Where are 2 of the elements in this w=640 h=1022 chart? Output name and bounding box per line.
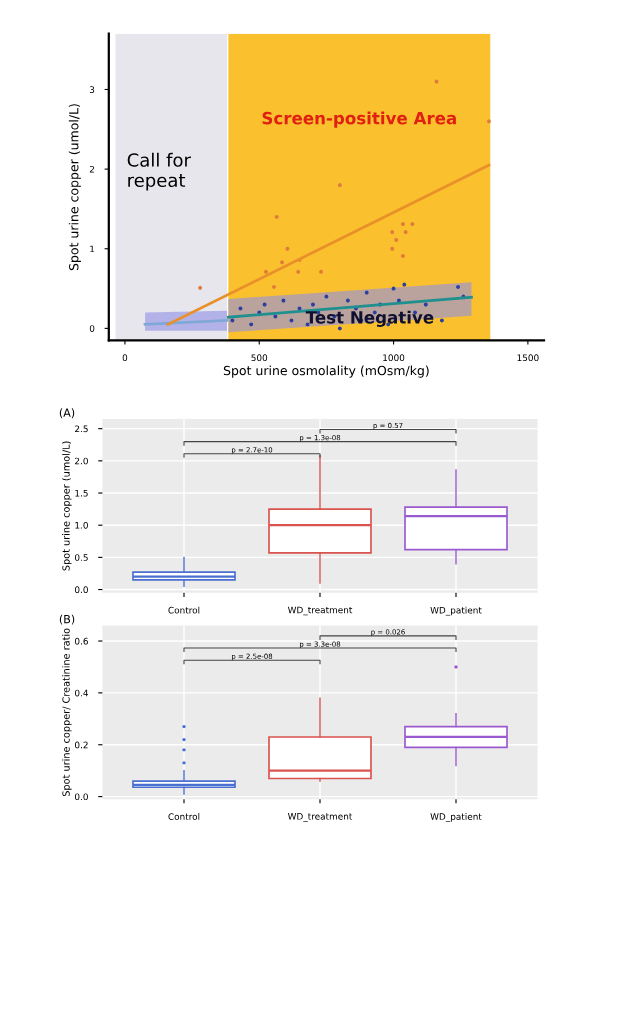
band-label: Call for repeat: [127, 152, 191, 191]
band-label: Screen-positive Area: [262, 111, 456, 128]
